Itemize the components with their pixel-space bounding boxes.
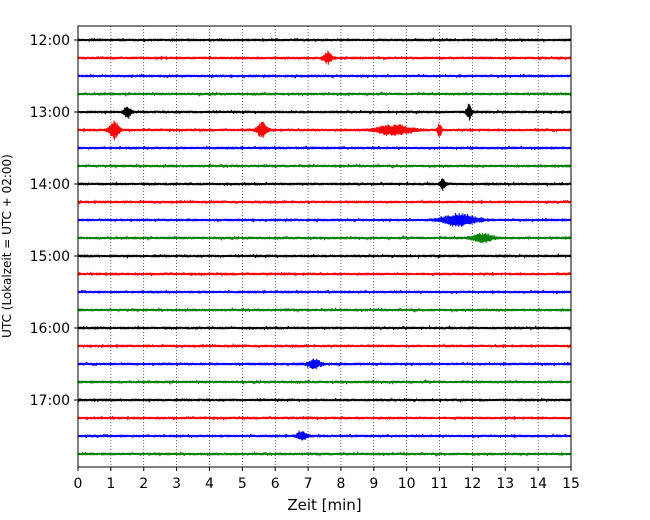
trace-14:45: [77, 232, 572, 244]
trace-13:15: [77, 120, 572, 141]
x-axis-label: Zeit [min]: [287, 496, 361, 514]
trace-16:30: [77, 358, 572, 370]
x-tick-label: 7: [304, 476, 313, 492]
x-tick-label: 8: [336, 476, 345, 492]
x-tick-label: 15: [562, 476, 580, 492]
trace-12:30: [77, 73, 572, 79]
trace-15:15: [77, 271, 572, 277]
y-ticks: 12:00 13:00 14:00 15:00 16:00 17:00: [30, 33, 78, 409]
trace-16:45: [77, 379, 572, 385]
trace-17:00: [77, 397, 572, 403]
x-tick-label: 10: [398, 476, 416, 492]
x-tick-label: 12: [463, 476, 481, 492]
x-tick-label: 2: [139, 476, 148, 492]
trace-14:15: [77, 199, 572, 205]
y-tick-label: 14:00: [30, 177, 70, 193]
trace-15:30: [77, 289, 572, 295]
y-tick-label: 12:00: [30, 33, 70, 49]
trace-12:45: [77, 91, 572, 97]
x-tick-label: 1: [106, 476, 115, 492]
x-tick-label: 6: [271, 476, 280, 492]
y-tick-label: 15:00: [30, 249, 70, 265]
trace-13:45: [77, 163, 572, 169]
trace-16:00: [77, 325, 572, 331]
y-axis-label: UTC (Lokalzeit = UTC + 02:00): [0, 154, 14, 338]
trace-15:45: [77, 307, 572, 313]
x-tick-label: 9: [369, 476, 378, 492]
trace-17:15: [77, 415, 572, 421]
x-tick-label: 5: [238, 476, 247, 492]
trace-17:30: [77, 430, 572, 441]
x-tick-label: 11: [431, 476, 449, 492]
trace-13:00: [77, 103, 572, 121]
y-tick-label: 16:00: [30, 321, 70, 337]
y-tick-label: 13:00: [30, 105, 70, 121]
x-tick-label: 3: [172, 476, 181, 492]
trace-17:45: [77, 451, 572, 457]
trace-15:00: [77, 253, 572, 259]
trace-12:00: [77, 37, 572, 43]
traces: [77, 37, 572, 457]
trace-16:15: [77, 343, 572, 349]
x-tick-label: 14: [529, 476, 547, 492]
trace-13:30: [77, 145, 572, 151]
trace-12:15: [77, 50, 572, 65]
x-tick-label: 4: [205, 476, 214, 492]
trace-14:30: [77, 212, 572, 228]
y-tick-label: 17:00: [30, 393, 70, 409]
x-tick-label: 0: [74, 476, 83, 492]
x-tick-label: 13: [496, 476, 514, 492]
plot-frame: [77, 25, 572, 468]
x-ticks: 0 1 2 3 4 5 6 7 8 9 10 11 12 13 14 15: [74, 467, 580, 492]
trace-14:00: [77, 178, 572, 191]
